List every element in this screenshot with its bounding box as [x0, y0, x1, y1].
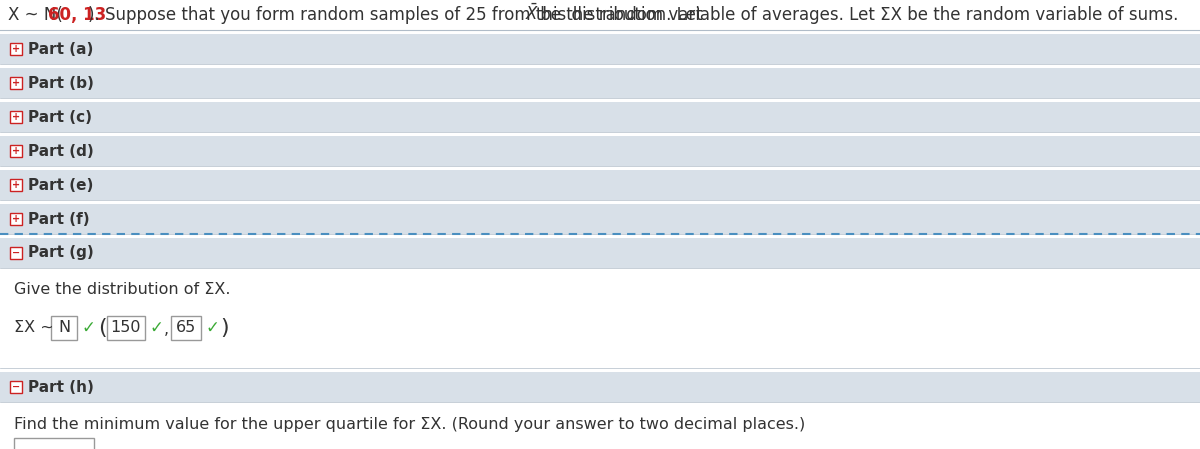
Text: +: +	[12, 112, 20, 122]
Text: be the random variable of averages. Let ΣX be the random variable of sums.: be the random variable of averages. Let …	[535, 6, 1178, 24]
Text: Part (c): Part (c)	[28, 110, 92, 124]
Text: $\bar{X}$: $\bar{X}$	[524, 4, 539, 24]
Text: 65: 65	[176, 321, 196, 335]
Text: ,: ,	[164, 322, 169, 338]
Bar	[10, 77, 22, 89]
Text: 150: 150	[110, 321, 142, 335]
Bar	[0, 170, 1200, 200]
Text: Give the distribution of ΣX.: Give the distribution of ΣX.	[14, 282, 230, 298]
Text: 60, 13: 60, 13	[48, 6, 107, 24]
Bar	[0, 102, 1200, 132]
Text: ✓: ✓	[82, 319, 95, 337]
Bar	[10, 145, 22, 157]
Text: ΣX ~: ΣX ~	[14, 321, 54, 335]
Text: +: +	[12, 214, 20, 224]
Bar	[0, 372, 1200, 402]
Text: +: +	[12, 180, 20, 190]
FancyBboxPatch shape	[172, 316, 202, 340]
Text: −: −	[12, 382, 20, 392]
Bar	[0, 0, 1200, 30]
Text: X ~ N(: X ~ N(	[8, 6, 62, 24]
Bar	[10, 381, 22, 393]
Text: Part (a): Part (a)	[28, 41, 94, 57]
Bar	[0, 204, 1200, 234]
Text: Part (d): Part (d)	[28, 144, 94, 158]
Bar	[0, 68, 1200, 98]
Text: ✓: ✓	[149, 319, 163, 337]
Bar	[10, 111, 22, 123]
Text: +: +	[12, 146, 20, 156]
Bar	[0, 268, 1200, 368]
Text: Part (e): Part (e)	[28, 177, 94, 193]
Bar	[0, 402, 1200, 449]
Text: Find the minimum value for the upper quartile for ΣX. (Round your answer to two : Find the minimum value for the upper qua…	[14, 417, 805, 431]
FancyBboxPatch shape	[50, 316, 77, 340]
Text: ). Suppose that you form random samples of 25 from this distribution. Let: ). Suppose that you form random samples …	[89, 6, 708, 24]
Text: (: (	[98, 318, 107, 338]
Text: Part (h): Part (h)	[28, 379, 94, 395]
Text: −: −	[12, 248, 20, 258]
Text: ): )	[220, 318, 229, 338]
Bar	[10, 179, 22, 191]
Bar	[0, 34, 1200, 64]
Bar	[14, 438, 94, 449]
Text: +: +	[12, 44, 20, 54]
FancyBboxPatch shape	[107, 316, 145, 340]
Bar	[10, 247, 22, 259]
Text: N: N	[58, 321, 70, 335]
Bar	[10, 213, 22, 225]
Bar	[0, 238, 1200, 268]
Bar	[10, 43, 22, 55]
Text: Part (f): Part (f)	[28, 211, 90, 226]
Bar	[0, 136, 1200, 166]
Text: Part (b): Part (b)	[28, 75, 94, 91]
Text: Part (g): Part (g)	[28, 246, 94, 260]
Text: +: +	[12, 78, 20, 88]
Text: ✓: ✓	[205, 319, 218, 337]
